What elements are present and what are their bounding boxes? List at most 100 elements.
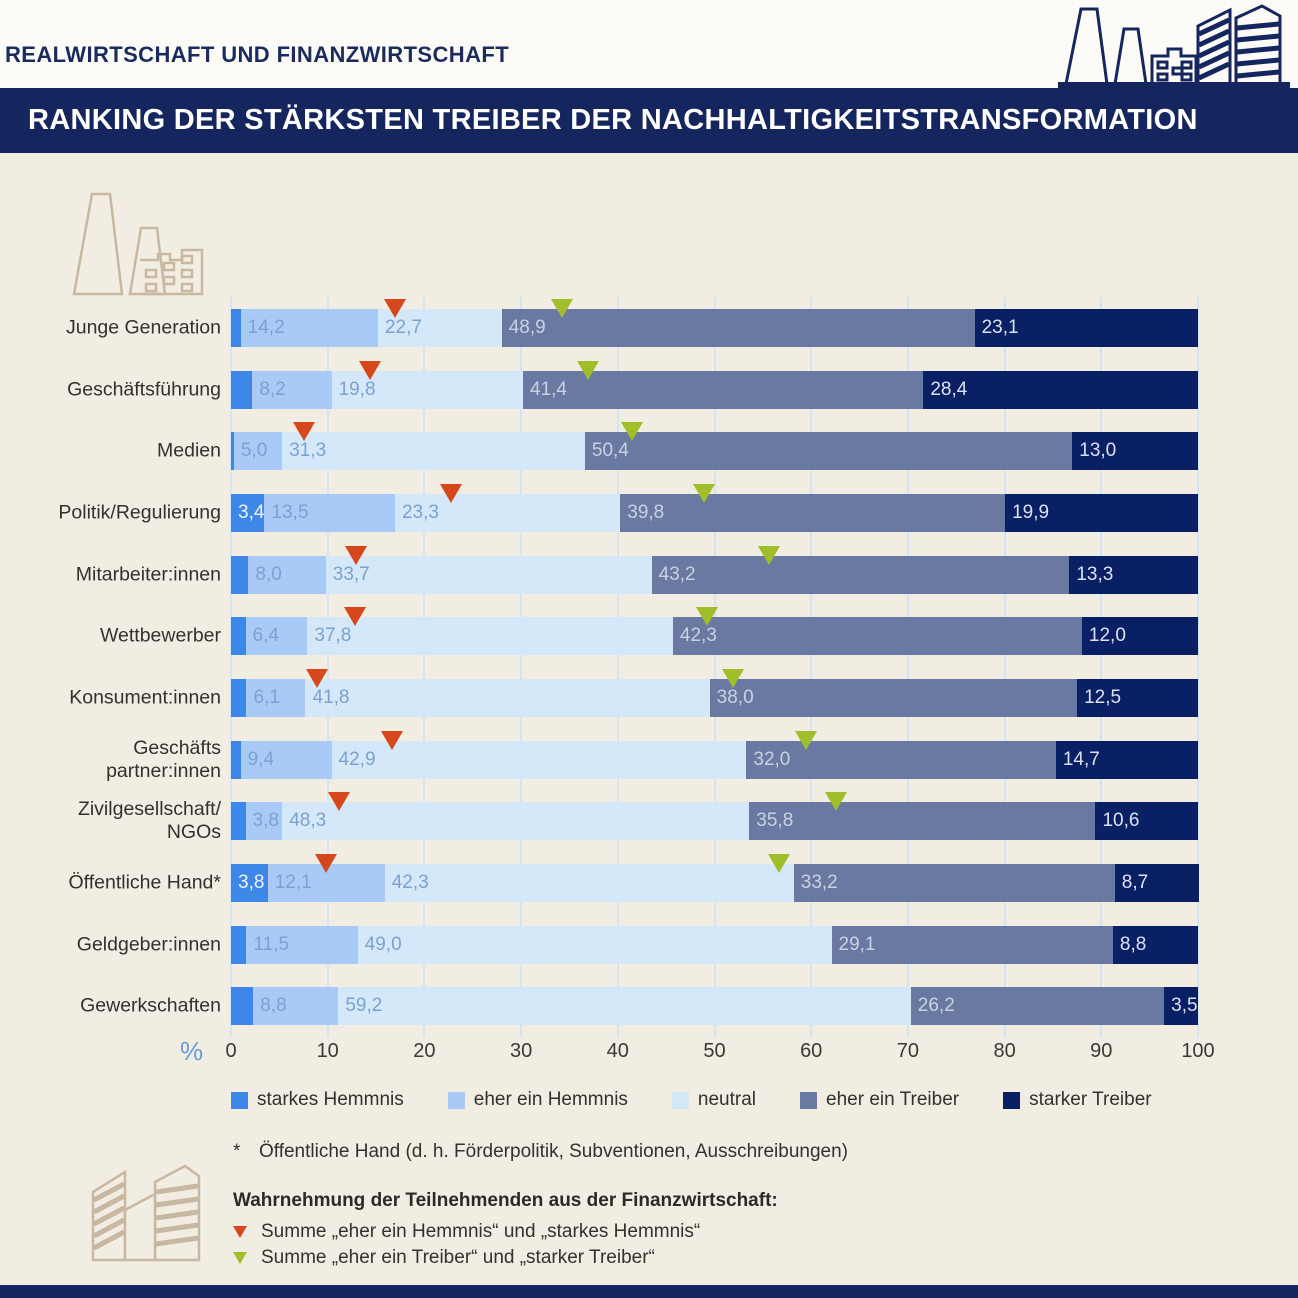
value-label: 42,3 — [391, 871, 429, 893]
value-label: 8,0 — [255, 563, 282, 585]
bar-segment: 26,2 — [910, 987, 1165, 1026]
treiber-sum-marker — [576, 360, 599, 380]
value-label: 32,0 — [753, 748, 791, 770]
value-label: 6,4 — [252, 625, 279, 647]
value-label: 12,0 — [1088, 625, 1126, 647]
treiber-sum-marker — [768, 853, 791, 873]
value-label: 9,4 — [247, 748, 275, 770]
hemmnis-sum-marker — [293, 422, 316, 442]
value-label: 3,4 — [238, 501, 265, 523]
bar-segment — [231, 432, 234, 471]
chart-row: Gewerkschaften 8,8 59,2 26,2 3,5 — [80, 975, 1198, 1037]
bar-segment: 8,2 — [252, 370, 332, 409]
chart-row: Zivilgesellschaft/ NGOs 3,8 48,3 35,8 10,6 — [78, 790, 1198, 852]
stacked-bar: 11,5 49,0 29,1 8,8 — [231, 925, 1198, 964]
legend: starkes Hemmnis eher ein Hemmnis neutral eh… — [231, 1089, 1152, 1111]
value-label: 22,7 — [384, 316, 422, 338]
bar-segment: 3,4 — [231, 493, 265, 532]
value-label: 33,7 — [332, 563, 370, 585]
bar-segment — [231, 678, 247, 717]
bar-segment — [231, 987, 254, 1026]
bar-segment: 29,1 — [831, 925, 1113, 964]
x-tick-label: 60 — [800, 1040, 823, 1062]
bar-segment: 32,0 — [746, 740, 1056, 779]
axis-unit-label: % — [180, 1036, 204, 1066]
value-label: 8,8 — [1119, 933, 1147, 955]
hemmnis-sum-marker — [328, 792, 351, 812]
gridline-100 — [1197, 297, 1199, 1037]
bar-segment: 19,9 — [1005, 493, 1198, 532]
value-label: 3,5 — [1171, 995, 1198, 1017]
bar-segment: 39,8 — [620, 493, 1006, 532]
stacked-bar: 8,8 59,2 26,2 3,5 — [231, 987, 1198, 1026]
legend-item: neutral — [671, 1089, 757, 1111]
bar-segment: 42,3 — [672, 617, 1082, 656]
red-triangle-icon — [233, 1226, 247, 1238]
stacked-bar: 5,0 31,3 50,4 13,0 — [231, 422, 1198, 471]
chart-row: Geschäftsführung 8,2 19,8 41,4 28,4 — [67, 359, 1198, 421]
bar-segment: 38,0 — [709, 678, 1078, 717]
bar-segment — [231, 555, 249, 594]
x-axis: 0 10 20 30 40 50 60 70 80 90 100 — [225, 1040, 1214, 1068]
legend-item: starker Treiber — [1003, 1089, 1152, 1111]
buildings-icon — [91, 1164, 201, 1262]
treiber-sum-marker — [695, 607, 718, 627]
value-label: 48,9 — [508, 316, 546, 338]
legend-label: starker Treiber — [1029, 1089, 1152, 1110]
x-tick-label: 100 — [1181, 1040, 1215, 1062]
factory-icon — [72, 192, 204, 296]
category-label: Geschäfts partner:innen — [106, 736, 221, 782]
bar-segment — [231, 308, 241, 347]
legend-swatch — [800, 1091, 818, 1109]
header-band: REALWIRTSCHAFT UND FINANZWIRTSCHAFT — [0, 0, 1298, 88]
x-tick-label: 50 — [703, 1040, 726, 1062]
legend-label: starkes Hemmnis — [257, 1089, 404, 1110]
gridline-50 — [713, 297, 716, 1037]
hemmnis-sum-marker — [314, 853, 337, 873]
gridline-30 — [520, 297, 523, 1037]
chart-row: Konsument:innen 6,1 41,8 38,0 12,5 — [69, 667, 1198, 729]
stacked-bar: 3,4 13,5 23,3 39,8 19,9 — [231, 483, 1198, 532]
value-label: 5,0 — [240, 440, 268, 462]
value-label: 10,6 — [1102, 810, 1140, 832]
value-label: 26,2 — [917, 995, 955, 1017]
bar-segment: 3,8 — [245, 802, 283, 841]
bar-segment: 35,8 — [749, 802, 1096, 841]
bar-segment: 48,9 — [501, 308, 975, 347]
asterisk-footnote: * Öffentliche Hand (d. h. Förderpolitik,… — [233, 1141, 848, 1163]
finance-markers-legend: Wahrnehmung der Teilnehmenden aus der Fi… — [233, 1190, 778, 1271]
hemmnis-sum-marker — [380, 730, 403, 750]
value-label: 14,7 — [1062, 748, 1100, 770]
bar-segment: 22,7 — [377, 308, 502, 347]
bar-segment: 49,0 — [357, 925, 832, 964]
bar-segment: 6,4 — [245, 617, 308, 656]
legend-swatch — [447, 1091, 465, 1109]
value-label: 37,8 — [314, 625, 352, 647]
legend-label: neutral — [697, 1089, 757, 1110]
value-label: 29,1 — [838, 933, 876, 955]
hemmnis-sum-legend-row: Summe „eher ein Hemmnis“ und „starkes He… — [233, 1219, 778, 1245]
x-tick-label: 80 — [993, 1040, 1016, 1062]
stacked-bar: 8,0 33,7 43,2 13,3 — [231, 545, 1198, 594]
value-label: 33,2 — [800, 871, 838, 893]
category-label: Politik/Regulierung — [58, 501, 221, 524]
category-label: Geldgeber:innen — [76, 933, 221, 956]
bar-segment: 8,8 — [253, 987, 339, 1026]
value-label: 49,0 — [364, 933, 402, 955]
bar-segment: 13,3 — [1069, 555, 1198, 594]
bar-segment: 23,3 — [394, 493, 621, 532]
gridline-40 — [616, 297, 619, 1037]
gridline-90 — [1100, 297, 1103, 1037]
chart-row: Junge Generation 14,2 22,7 48,9 23,1 — [66, 297, 1198, 359]
treiber-sum-marker — [721, 668, 744, 688]
bar-segment: 8,7 — [1114, 863, 1199, 902]
chart-row: Medien 5,0 31,3 50,4 13,0 — [157, 420, 1198, 482]
value-label: 8,8 — [260, 995, 287, 1017]
treiber-sum-marker — [621, 422, 644, 442]
bar-segment — [231, 617, 246, 656]
bar-segment — [231, 740, 241, 779]
bar-segment: 33,7 — [325, 555, 652, 594]
value-label: 41,4 — [530, 378, 567, 400]
value-label: 23,1 — [981, 316, 1019, 338]
category-label: Öffentliche Hand* — [68, 871, 222, 894]
